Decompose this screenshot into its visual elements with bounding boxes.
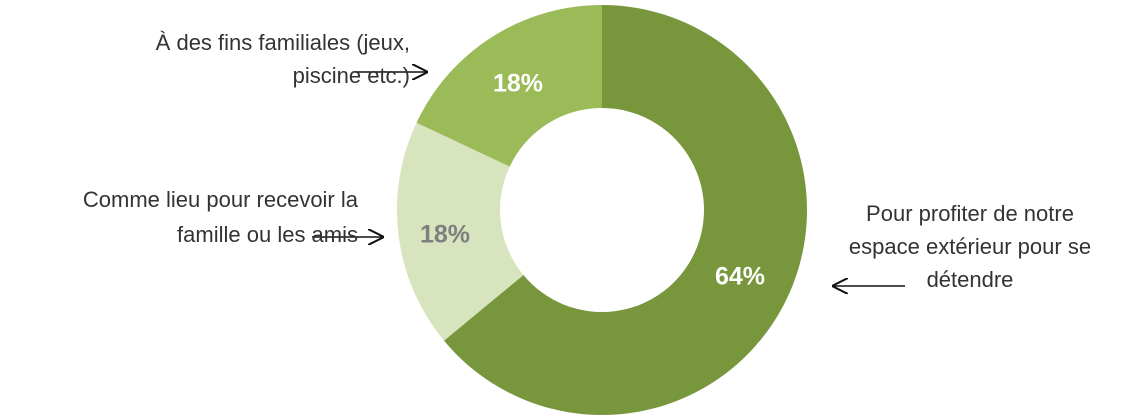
category-label: À des fins familiales (jeux, <box>156 30 410 55</box>
category-label: espace extérieur pour se <box>849 234 1091 259</box>
donut-segment <box>416 5 602 167</box>
value-label: 64% <box>715 263 765 291</box>
category-label: détendre <box>927 267 1014 292</box>
category-label: Pour profiter de notre <box>866 201 1074 226</box>
donut-segment <box>396 122 524 341</box>
value-label: 18% <box>493 70 543 98</box>
donut-segment <box>444 5 807 415</box>
value-label: 18% <box>420 221 470 249</box>
category-label: famille ou les amis <box>177 222 358 247</box>
category-label: piscine etc.) <box>293 63 410 88</box>
category-label: Comme lieu pour recevoir la <box>83 187 359 212</box>
